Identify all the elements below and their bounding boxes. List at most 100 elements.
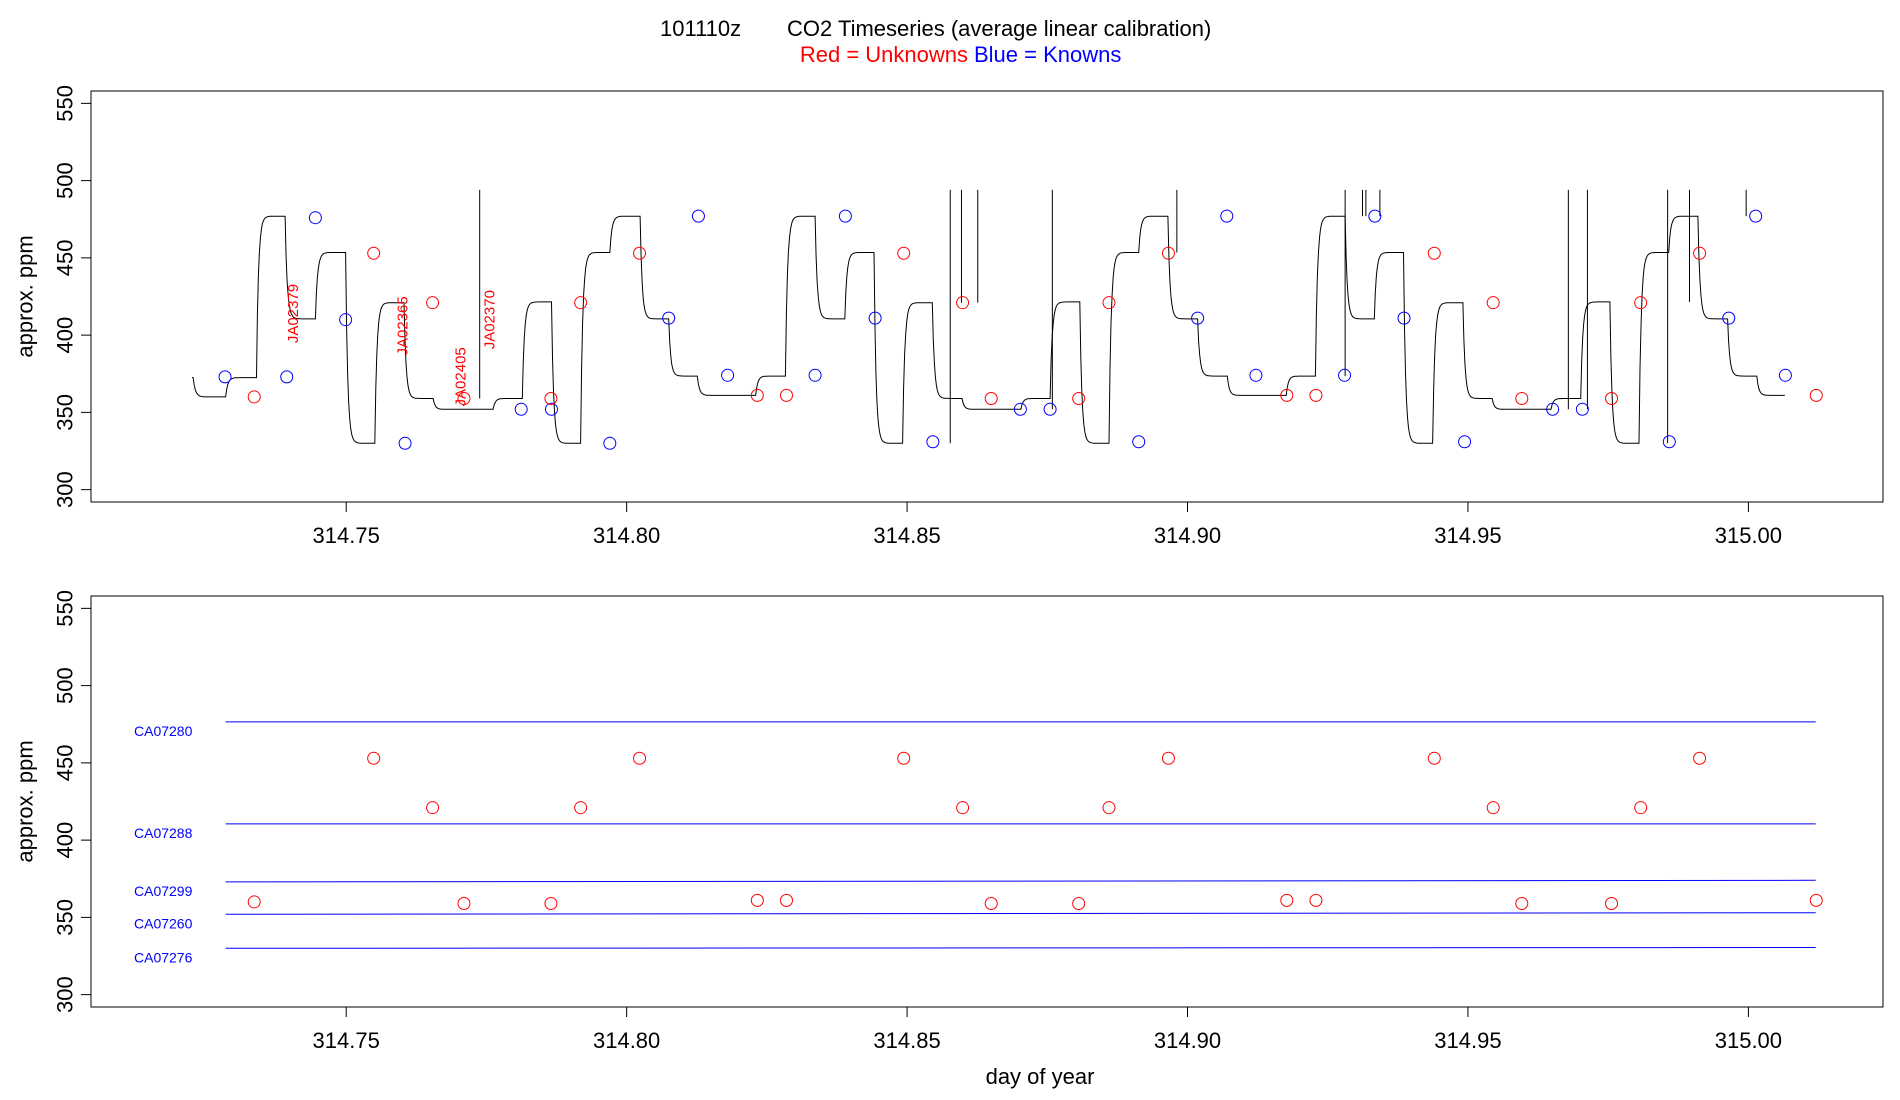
chart-title-id: 101110z: [660, 16, 741, 41]
known-point: [308, 211, 322, 225]
sample-annotation: JA02365: [394, 296, 411, 355]
unknown-point: [1605, 896, 1619, 910]
unknown-point: [1102, 296, 1116, 310]
known-point: [1191, 311, 1205, 325]
x-tick-label: 314.95: [1434, 523, 1501, 548]
standard-line: [225, 912, 1816, 915]
known-point: [398, 436, 412, 450]
y-tick-label: 350: [53, 899, 78, 936]
bottom-panel: 314.75 314.80 314.85 314.90 314.95 315.00 300 3…: [13, 590, 1884, 1089]
sample-annotation: JA02370: [481, 290, 498, 349]
known-point: [662, 311, 676, 325]
y-tick-label: 350: [53, 394, 78, 431]
known-point: [1722, 311, 1736, 325]
unknown-point: [1486, 801, 1500, 815]
x-tick-label: 314.75: [313, 1028, 380, 1053]
known-point: [721, 368, 735, 382]
known-point: [1220, 209, 1234, 223]
plot-frame: [90, 90, 1884, 503]
known-point: [514, 402, 528, 416]
y-axis-label: approx. ppm: [13, 740, 38, 862]
y-axis-label: approx. ppm: [13, 235, 38, 357]
known-point: [691, 209, 705, 223]
standard-line: [225, 879, 1816, 883]
standard-label: CA07276: [134, 949, 193, 965]
legend-knowns: Blue = Knowns: [974, 42, 1121, 67]
unknown-point: [1515, 896, 1529, 910]
known-point: [1749, 209, 1763, 223]
unknown-point: [1309, 388, 1323, 402]
y-tick-label: 500: [53, 162, 78, 199]
y-tick-label: 300: [53, 471, 78, 508]
unknown-point: [426, 296, 440, 310]
x-tick-label: 314.75: [313, 523, 380, 548]
sample-annotation: JA02405: [453, 347, 470, 406]
unknown-point: [1693, 246, 1707, 260]
unknown-point: [1072, 391, 1086, 405]
unknown-point: [1605, 391, 1619, 405]
standard-label: CA07299: [134, 883, 193, 899]
unknown-point: [956, 296, 970, 310]
known-point: [280, 370, 294, 384]
x-tick-label: 315.00: [1715, 1028, 1782, 1053]
standard-line: [225, 947, 1816, 949]
y-tick-label: 300: [53, 976, 78, 1013]
unknown-point: [544, 896, 558, 910]
top-panel: 314.75 314.80 314.85 314.90 314.95 315.00 300 3…: [13, 85, 1884, 548]
co2-trace-line: [192, 215, 1785, 444]
known-point: [1249, 368, 1263, 382]
y-tick-label: 550: [53, 590, 78, 627]
unknown-point: [574, 801, 588, 815]
known-point: [838, 209, 852, 223]
known-point: [1132, 435, 1146, 449]
unknown-point: [1102, 801, 1116, 815]
unknown-point: [426, 801, 440, 815]
unknown-point: [750, 388, 764, 402]
y-tick-label: 450: [53, 240, 78, 277]
known-point: [926, 435, 940, 449]
known-point: [1043, 402, 1057, 416]
unknown-point: [457, 391, 471, 405]
plot-frame: [90, 595, 1884, 1008]
unknown-point: [247, 895, 261, 909]
unknown-point: [956, 801, 970, 815]
unknown-point: [544, 391, 558, 405]
known-point: [1662, 435, 1676, 449]
unknown-point: [633, 751, 647, 765]
y-tick-label: 400: [53, 822, 78, 859]
unknown-point: [633, 246, 647, 260]
known-point: [1575, 402, 1589, 416]
unknown-point: [779, 388, 793, 402]
y-tick-label: 450: [53, 745, 78, 782]
x-tick-label: 314.80: [593, 523, 660, 548]
unknown-point: [367, 751, 381, 765]
unknown-point: [1072, 896, 1086, 910]
known-point: [1546, 402, 1560, 416]
x-tick-label: 314.85: [873, 1028, 940, 1053]
known-point: [1368, 209, 1382, 223]
unknown-point: [1427, 246, 1441, 260]
unknown-point: [1161, 751, 1175, 765]
unknown-point: [1486, 296, 1500, 310]
x-tick-label: 314.80: [593, 1028, 660, 1053]
unknown-point: [1280, 388, 1294, 402]
standard-label: CA07280: [134, 723, 193, 739]
y-tick-label: 400: [53, 317, 78, 354]
known-point: [339, 313, 353, 327]
known-point: [1778, 368, 1792, 382]
x-tick-label: 314.90: [1154, 1028, 1221, 1053]
unknown-point: [1280, 893, 1294, 907]
standard-label: CA07260: [134, 915, 193, 931]
unknown-point: [1634, 296, 1648, 310]
unknown-point: [1809, 388, 1823, 402]
x-axis-label: day of year: [986, 1064, 1095, 1089]
known-point: [603, 436, 617, 450]
unknown-point: [1161, 246, 1175, 260]
known-point: [868, 311, 882, 325]
known-point: [1458, 435, 1472, 449]
y-tick-label: 550: [53, 85, 78, 122]
known-point: [544, 402, 558, 416]
known-point: [1397, 311, 1411, 325]
x-tick-label: 314.90: [1154, 523, 1221, 548]
